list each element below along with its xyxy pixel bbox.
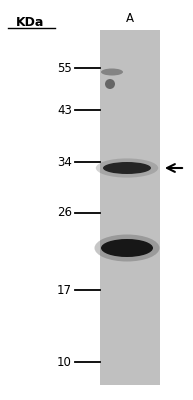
Ellipse shape	[103, 162, 151, 174]
Text: 43: 43	[57, 104, 72, 116]
Ellipse shape	[96, 158, 158, 178]
Text: A: A	[126, 12, 134, 24]
Text: 26: 26	[57, 206, 72, 220]
Ellipse shape	[101, 239, 153, 257]
Ellipse shape	[101, 68, 123, 76]
Ellipse shape	[105, 79, 115, 89]
Bar	[100, 30, 160, 385]
Text: KDa: KDa	[16, 16, 44, 28]
Text: 10: 10	[57, 356, 72, 368]
Ellipse shape	[95, 234, 159, 262]
Text: 34: 34	[57, 156, 72, 168]
Text: 55: 55	[57, 62, 72, 74]
Text: 17: 17	[57, 284, 72, 296]
